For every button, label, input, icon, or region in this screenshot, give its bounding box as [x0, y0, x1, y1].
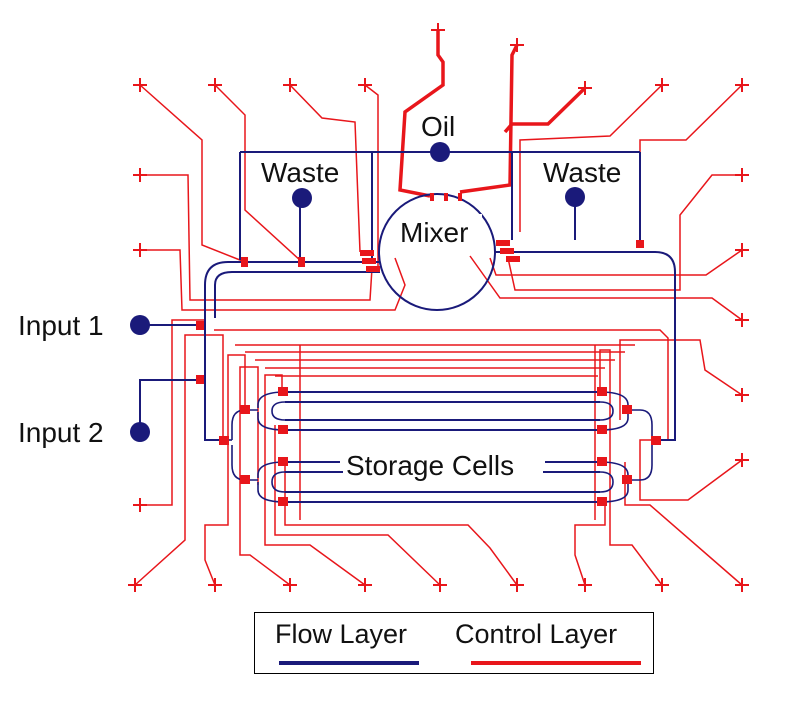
- microfluidic-chip-diagram: Oil Waste Waste Mixer Input 1 Input 2 St…: [18, 23, 749, 592]
- input2-port-dot: [130, 422, 150, 442]
- legend: Flow Layer Control Layer: [254, 612, 654, 674]
- legend-control-line: [471, 661, 641, 665]
- storage-cells: [225, 391, 653, 503]
- storage-cells-label: Storage Cells: [346, 450, 514, 481]
- waste-left-port-dot: [292, 188, 312, 208]
- oil-label: Oil: [421, 111, 455, 142]
- input1-port-dot: [130, 315, 150, 335]
- oil-port-dot: [430, 142, 450, 162]
- mixer-label: Mixer: [400, 217, 468, 248]
- control-layer: [128, 23, 749, 592]
- input2-label: Input 2: [18, 417, 104, 448]
- waste-right-label: Waste: [543, 157, 621, 188]
- valves: [196, 193, 661, 506]
- waste-left-label: Waste: [261, 157, 339, 188]
- legend-flow-line: [279, 661, 419, 665]
- input1-label: Input 1: [18, 310, 104, 341]
- control-ports: [128, 23, 749, 592]
- legend-control-label: Control Layer: [455, 619, 618, 649]
- legend-flow-label: Flow Layer: [275, 619, 408, 649]
- waste-right-port-dot: [565, 187, 585, 207]
